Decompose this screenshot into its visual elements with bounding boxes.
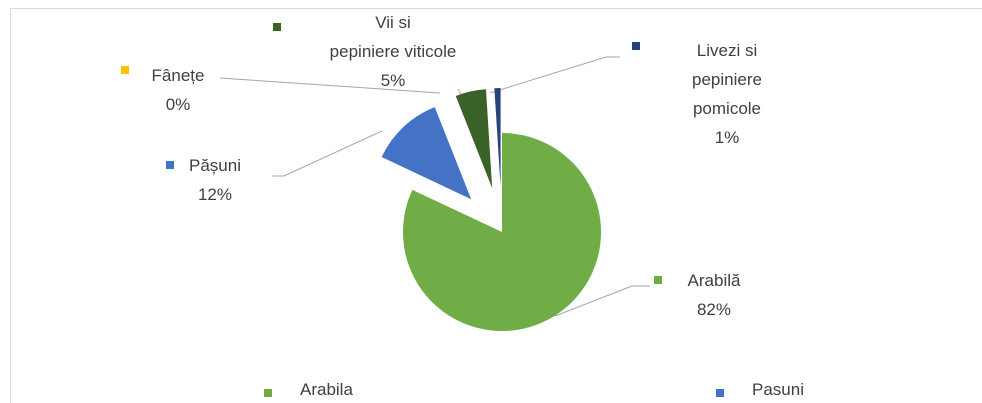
pie-slice [381, 107, 472, 200]
legend-marker [264, 389, 272, 397]
label-category: Pășuni [189, 156, 241, 175]
label-category: Arabilă [687, 271, 741, 290]
legend-label: Pasuni [752, 380, 804, 399]
label-marker [273, 23, 281, 31]
data-label: Livezi si pepiniere pomicole 1% [692, 36, 762, 152]
label-marker [654, 276, 662, 284]
data-label: Pășuni 12% [189, 151, 241, 209]
label-category: Livezi si pepiniere pomicole [692, 41, 762, 118]
leader-line [489, 56, 620, 94]
label-category: Fânețe [151, 66, 205, 85]
label-marker [121, 66, 129, 74]
pie-slice [455, 89, 493, 189]
label-percent: 5% [380, 71, 406, 90]
leader-line [554, 285, 650, 317]
data-label: Vii si pepiniere viticole 5% [330, 8, 457, 95]
data-label: Fânețe 0% [152, 61, 205, 119]
legend-marker [716, 389, 724, 397]
label-marker [166, 161, 174, 169]
data-label: Arabilă 82% [688, 266, 741, 324]
label-marker [632, 42, 640, 50]
pie-slice [403, 133, 602, 332]
label-category: Vii si pepiniere viticole [329, 13, 457, 61]
label-percent: 0% [165, 95, 191, 114]
legend-label: Arabila [300, 380, 353, 399]
leader-line [272, 130, 383, 177]
pie-slice [494, 88, 501, 188]
chart-frame [10, 8, 982, 403]
label-percent: 12% [197, 185, 233, 204]
leader-line [219, 77, 441, 94]
label-percent: 1% [714, 128, 740, 147]
label-percent: 82% [696, 300, 732, 319]
